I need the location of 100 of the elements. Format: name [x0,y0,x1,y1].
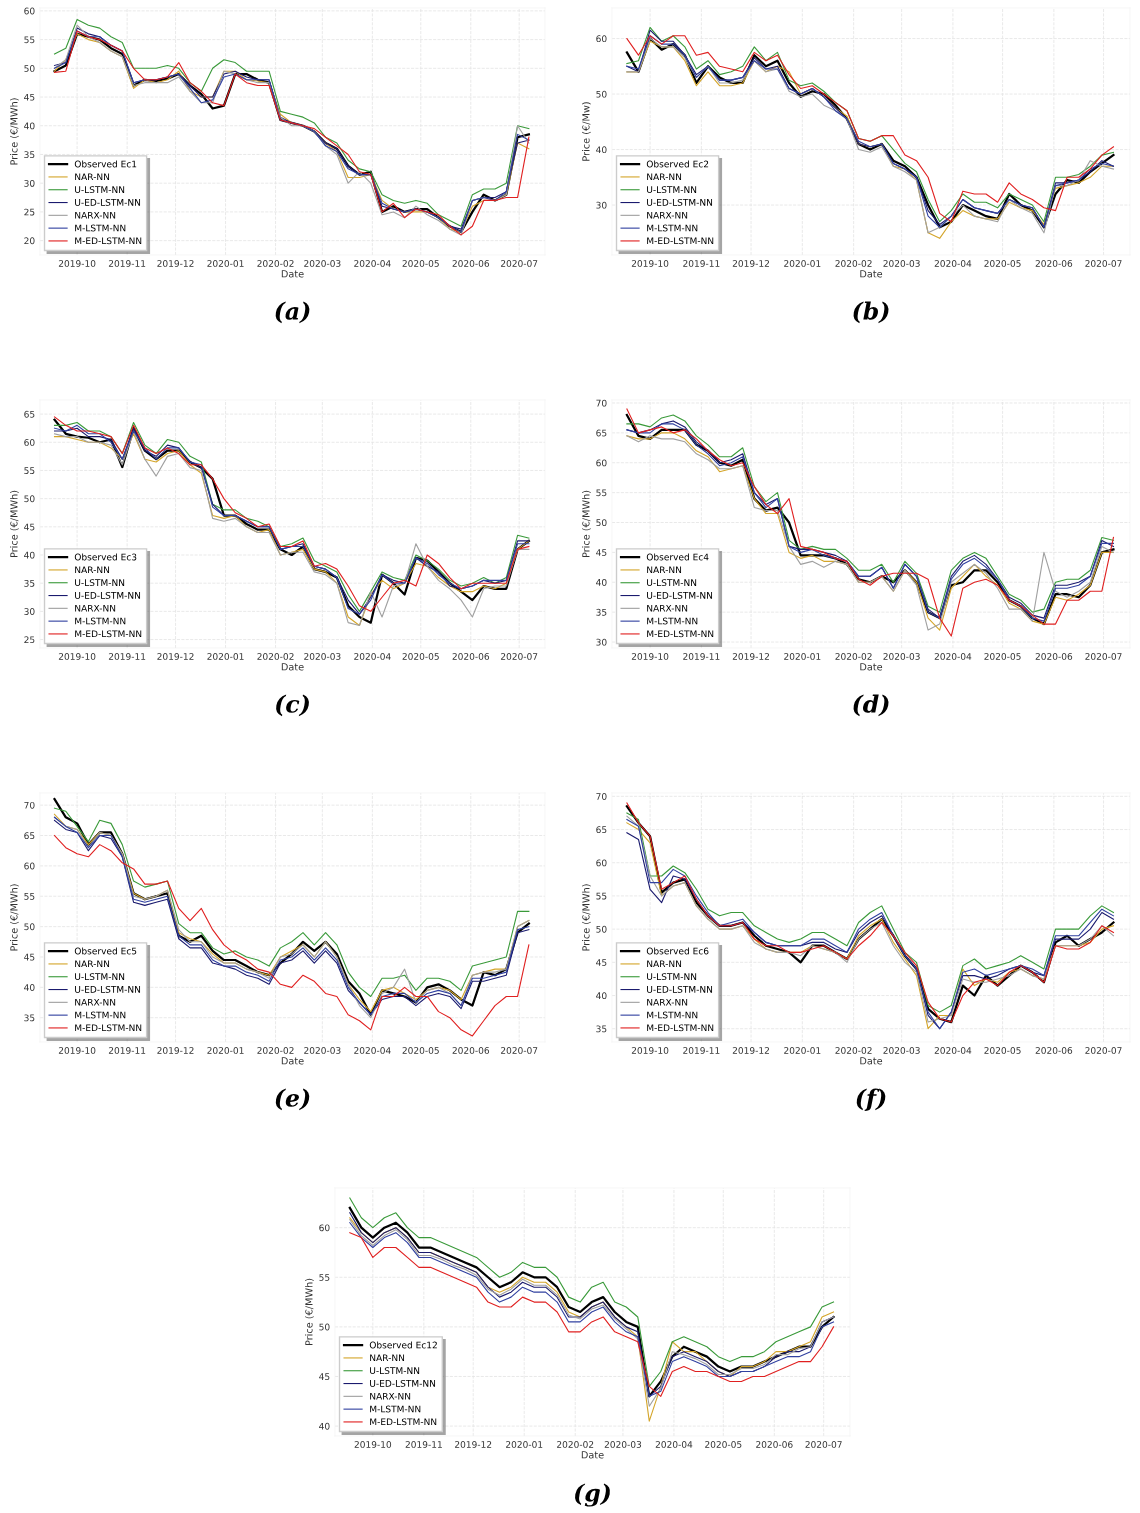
x-tick-label: 2019-11 [683,1047,720,1054]
y-tick-label: 50 [319,1323,330,1331]
legend-label: U-ED-LSTM-NN [647,986,713,993]
y-tick-label: 20 [24,237,35,245]
x-tick-label: 2019-10 [58,1047,96,1054]
y-tick-label: 40 [24,122,35,130]
x-tick-label: 2020-03 [604,1441,642,1448]
y-tick-label: 60 [24,439,35,446]
y-axis-title: Price (€/MWh) [582,490,591,558]
x-tick-label: 2020-02 [835,260,872,267]
y-axis-title: Price (€/MWh) [582,884,591,951]
legend-label: U-LSTM-NN [647,579,697,587]
text: (a) [275,301,310,324]
x-tick-label: 2020-05 [402,1047,439,1054]
legend-label: M-LSTM-NN [370,1405,421,1413]
legend-label: NAR-NN [75,566,110,574]
x-tick-label: 2020-03 [304,260,341,267]
y-tick-label: 30 [24,179,35,187]
legend-label: M-ED-LSTM-NN [75,1024,142,1032]
legend-label: NAR-NN [647,173,682,181]
x-tick-label: 2020-06 [1035,260,1073,267]
y-axis-title: Price (€/MWh) [305,1278,314,1346]
x-tick-label: 2020-02 [557,1441,594,1448]
y-tick-label: 50 [596,519,607,527]
y-tick-label: 50 [24,923,35,931]
x-tick-label: 2020-06 [756,1441,793,1448]
y-tick-label: 35 [24,579,35,587]
x-tick-label: 2020-01 [207,653,244,660]
legend-label: Observed Ec5 [74,947,137,955]
legend-label: U-ED-LSTM-NN [647,199,713,206]
x-tick-label: 2019-11 [108,1047,146,1054]
x-tick-label: 2020-04 [934,260,972,267]
legend-label: U-LSTM-NN [75,973,125,981]
legend-label: U-LSTM-NN [370,1367,420,1375]
x-tick-label: 2020-01 [207,260,244,267]
x-tick-label: 2019-12 [157,1047,194,1054]
x-tick-label: 2020-05 [402,260,439,267]
x-tick-label: 2020-03 [304,653,341,660]
y-tick-label: 65 [596,826,607,834]
y-tick-label: 60 [319,1224,330,1232]
x-axis-title: Date [281,270,304,278]
x-tick-label: 2020-02 [257,1047,294,1054]
y-tick-label: 70 [24,801,35,809]
y-tick-label: 25 [24,208,35,216]
x-tick-label: 2020-05 [984,1047,1021,1054]
y-tick-label: 55 [596,489,607,497]
x-tick-label: 2019-12 [157,260,194,267]
x-axis-title: Date [860,270,883,278]
text: (e) [275,1088,310,1111]
x-tick-label: 2019-10 [631,653,669,660]
x-tick-label: 2019-10 [58,260,96,267]
x-tick-label: 2020-05 [984,653,1021,660]
legend-label: U-ED-LSTM-NN [75,592,141,599]
y-tick-label: 45 [24,93,35,101]
legend-label: Observed Ec1 [74,160,137,168]
legend-label: NAR-NN [370,1354,405,1362]
x-axis-title: Date [860,663,883,671]
x-tick-label: 2019-12 [732,260,769,267]
x-tick-label: 2019-10 [58,653,96,660]
legend-label: M-LSTM-NN [75,617,126,625]
x-tick-label: 2020-06 [1035,1047,1073,1054]
y-tick-label: 50 [24,65,35,72]
x-tick-label: 2020-07 [805,1441,842,1448]
x-tick-label: 2019-12 [455,1441,492,1448]
legend-label: Observed Ec4 [646,553,709,561]
x-tick-label: 2020-05 [984,260,1021,267]
y-tick-label: 35 [596,608,607,616]
legend-label: Observed Ec12 [369,1341,437,1349]
x-tick-label: 2020-03 [883,1047,920,1054]
legend-label: M-LSTM-NN [75,1011,126,1019]
x-tick-label: 2019-10 [354,1441,392,1448]
y-tick-label: 65 [596,429,607,437]
legend-label: U-LSTM-NN [75,186,125,194]
x-tick-label: 2020-05 [402,653,439,660]
x-tick-label: 2020-06 [452,1047,490,1054]
legend-label: NARX-NN [75,604,116,612]
y-tick-label: 45 [319,1373,330,1381]
x-tick-label: 2020-01 [506,1441,543,1448]
y-tick-label: 55 [24,36,35,44]
legend-label: Observed Ec2 [646,160,709,168]
legend-label: M-ED-LSTM-NN [647,237,714,245]
x-tick-label: 2020-01 [207,1047,244,1054]
y-tick-label: 45 [24,523,35,531]
x-tick-label: 2020-06 [1035,653,1073,660]
legend-label: M-LSTM-NN [75,224,126,232]
x-tick-label: 2020-07 [500,653,538,660]
legend-label: M-ED-LSTM-NN [75,237,142,245]
y-axis-title: Price (€/Mw) [582,102,591,161]
legend-label: U-LSTM-NN [647,186,697,194]
legend-label: NARX-NN [370,1392,411,1400]
x-tick-label: 2019-11 [683,653,720,660]
y-tick-label: 35 [24,151,35,159]
x-tick-label: 2020-01 [784,1047,821,1054]
legend-label: U-LSTM-NN [647,973,697,981]
legend-label: Observed Ec3 [74,553,137,561]
y-tick-label: 40 [319,1422,330,1430]
text: (b) [853,301,889,324]
y-axis-title: Price (€/MWh) [10,884,19,951]
legend-label: U-ED-LSTM-NN [647,592,713,599]
x-tick-label: 2020-01 [784,260,821,267]
